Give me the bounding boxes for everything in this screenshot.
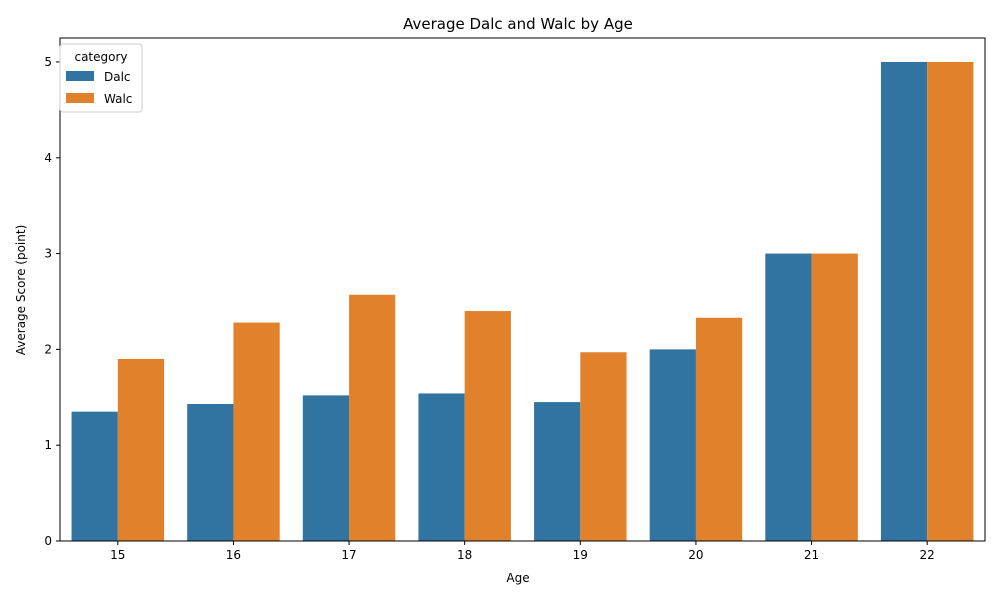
y-tick-label: 1 bbox=[44, 438, 52, 452]
x-tick-label: 21 bbox=[804, 548, 819, 562]
x-tick-label: 19 bbox=[573, 548, 588, 562]
x-tick-label: 22 bbox=[920, 548, 935, 562]
chart-title: Average Dalc and Walc by Age bbox=[403, 15, 633, 33]
bar-dalc-16 bbox=[187, 403, 234, 541]
legend-title: category bbox=[74, 50, 127, 64]
x-tick-label: 20 bbox=[688, 548, 703, 562]
y-tick-label: 4 bbox=[44, 151, 52, 165]
bar-dalc-18 bbox=[418, 393, 465, 541]
legend-label-dalc: Dalc bbox=[104, 70, 131, 84]
bar-walc-22 bbox=[927, 61, 974, 541]
y-tick-label: 3 bbox=[44, 247, 52, 261]
x-tick-label: 18 bbox=[457, 548, 472, 562]
bar-walc-19 bbox=[580, 352, 627, 541]
legend-swatch-walc bbox=[66, 93, 94, 103]
x-axis: 15 16 17 18 19 20 21 22 bbox=[110, 541, 935, 562]
bar-walc-17 bbox=[349, 294, 396, 541]
bar-dalc-19 bbox=[534, 402, 581, 541]
legend-label-walc: Walc bbox=[104, 92, 132, 106]
bar-walc-20 bbox=[695, 317, 743, 541]
x-tick-label: 16 bbox=[226, 548, 241, 562]
bar-walc-16 bbox=[233, 322, 280, 541]
legend: category Dalc Walc bbox=[59, 43, 143, 113]
legend-swatch-dalc bbox=[66, 71, 94, 81]
x-axis-label: Age bbox=[506, 571, 529, 585]
y-tick-label: 2 bbox=[44, 342, 52, 356]
bar-walc-15 bbox=[117, 358, 165, 541]
bars-group bbox=[71, 61, 974, 542]
bar-dalc-21 bbox=[765, 253, 812, 542]
bar-dalc-22 bbox=[880, 61, 928, 541]
plot-border bbox=[59, 37, 986, 542]
y-axis-label: Average Score (point) bbox=[14, 225, 28, 355]
x-tick-label: 17 bbox=[341, 548, 356, 562]
y-tick-label: 0 bbox=[44, 534, 52, 548]
bar-dalc-15 bbox=[71, 411, 118, 541]
x-tick-label: 15 bbox=[110, 548, 125, 562]
bar-dalc-20 bbox=[649, 349, 696, 541]
bar-walc-21 bbox=[811, 253, 858, 542]
y-axis: 0 1 2 3 4 5 bbox=[44, 55, 60, 548]
y-tick-label: 5 bbox=[44, 55, 52, 69]
bar-dalc-17 bbox=[302, 395, 350, 541]
bar-walc-18 bbox=[464, 311, 511, 541]
